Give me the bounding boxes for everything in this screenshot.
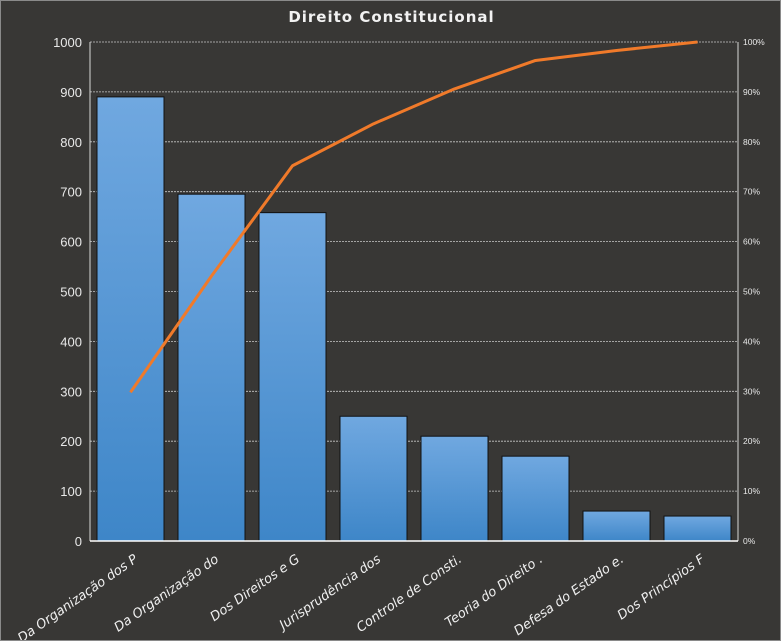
x-tick-label: Dos Princípios F [615,552,708,624]
cumulative-line [129,40,698,394]
y2-tick-label: 40% [743,336,760,346]
y2-tick-label: 30% [743,386,760,396]
y2-tick-label: 60% [743,237,760,247]
bar [582,510,651,542]
y-tick-label: 400 [60,334,82,349]
y2-tick-label: 20% [743,436,760,446]
y2-tick-label: 50% [743,287,760,297]
y-tick-label: 200 [60,434,82,449]
bar [339,415,408,542]
y-tick-label: 800 [60,135,82,150]
y-tick-label: 700 [60,185,82,200]
y-tick-label: 1000 [53,35,82,50]
y2-tick-label: 70% [743,187,760,197]
y2-tick-label: 0% [743,536,756,546]
y2-tick-label: 80% [743,137,760,147]
bar [96,96,165,542]
bar [258,212,327,542]
y-tick-label: 100 [60,484,82,499]
y-tick-label: 900 [60,85,82,100]
y-tick-label: 0 [75,534,82,549]
y-tick-label: 300 [60,384,82,399]
y2-tick-label: 10% [743,486,760,496]
y-tick-label: 600 [60,235,82,250]
y-tick-label: 500 [60,285,82,300]
bar [501,455,570,542]
bar [420,435,489,542]
y2-tick-label: 100% [743,37,765,47]
y2-tick-label: 90% [743,87,760,97]
bar [177,193,246,542]
bar [663,515,732,542]
chart-title: Direito Constitucional [288,8,495,26]
